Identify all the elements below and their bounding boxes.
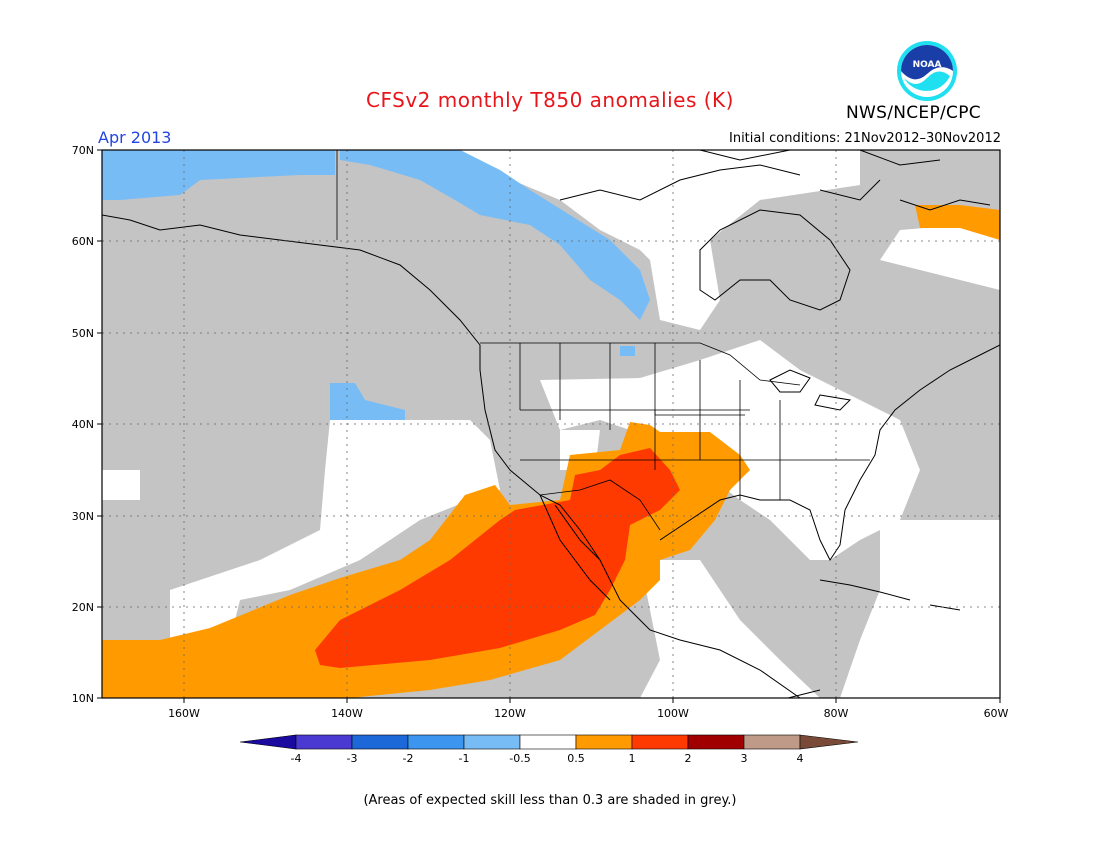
lat-tick-label: 30N [72,510,94,523]
lat-tick-label: 70N [72,144,94,157]
colorbar-label: -2 [403,752,414,765]
colorbar-label: 4 [797,752,804,765]
colorbar-label: -1 [459,752,470,765]
lat-tick-label: 60N [72,235,94,248]
initial-conditions: Initial conditions: 21Nov2012–30Nov2012 [729,131,1001,146]
negative-anomaly-regions [102,150,650,420]
color-scale-bar: -4 -3 -2 -1 -0.5 0.5 1 2 3 4 [239,734,859,765]
colorbar-box [295,734,353,750]
noaa-logo: NOAA [897,41,957,101]
colorbar-box [743,734,801,750]
lat-tick-label: 40N [72,418,94,431]
colorbar-label: 3 [741,752,748,765]
colorbar-max-arrow [799,734,859,750]
lat-tick-label: 10N [72,692,94,705]
colorbar-label: 2 [685,752,692,765]
colorbar-box [631,734,689,750]
colorbar-label: -4 [291,752,302,765]
graticule [102,150,1000,698]
colorbar-label: 0.5 [567,752,585,765]
skill-note: (Areas of expected skill less than 0.3 a… [363,793,737,808]
political-borders [336,150,870,531]
lat-tick-label: 20N [72,601,94,614]
forecast-month: Apr 2013 [98,128,172,147]
colorbar-label: -0.5 [509,752,530,765]
colorbar-min-arrow [239,734,297,750]
strong-warm-anomaly-regions [315,448,680,668]
agency-label: NWS/NCEP/CPC [846,103,981,123]
lon-tick-label: 100W [657,707,689,720]
colorbar-box [463,734,521,750]
longitude-labels: 160W 140W 120W 100W 80W 60W [168,707,1008,720]
lon-tick-label: 160W [168,707,200,720]
coastlines [102,150,1000,698]
colorbar-box [575,734,633,750]
noaa-logo-text: NOAA [913,60,942,70]
colorbar-box [351,734,409,750]
lon-tick-label: 80W [824,707,849,720]
latitude-labels: 10N 20N 30N 40N 50N 60N 70N [72,144,94,705]
map-title: CFSv2 monthly T850 anomalies (K) [366,88,734,112]
lat-tick-label: 50N [72,327,94,340]
lon-tick-label: 120W [494,707,526,720]
lon-tick-label: 60W [984,707,1009,720]
tick-marks [97,149,1001,703]
colorbar-box [519,734,577,750]
lon-tick-label: 140W [331,707,363,720]
colorbar-label: -3 [347,752,358,765]
colorbar-label: 1 [629,752,636,765]
colorbar-box [687,734,745,750]
colorbar-box [407,734,465,750]
